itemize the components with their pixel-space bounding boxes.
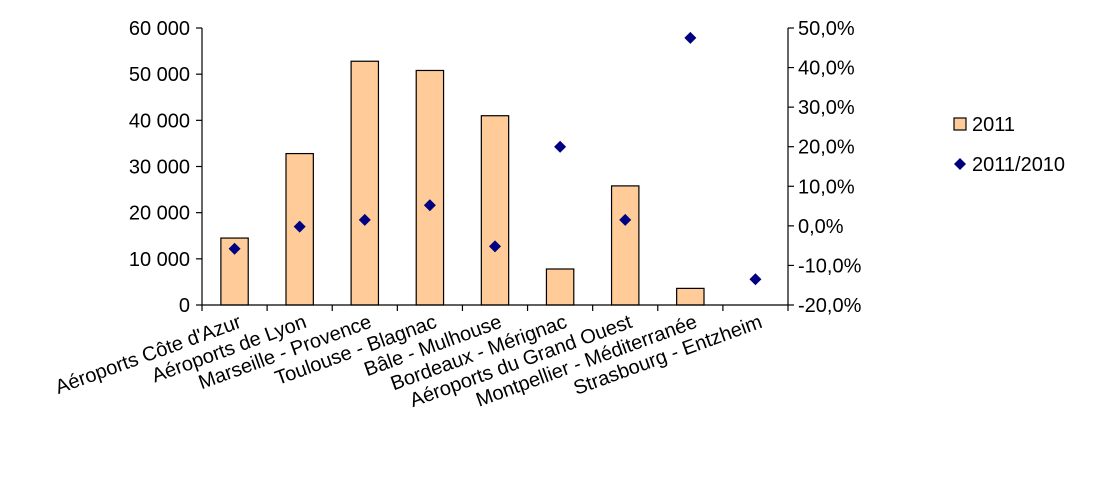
left-tick-label-0: 0 (179, 295, 190, 317)
legend: 2011 2011/2010 (953, 114, 1065, 176)
point-0 (228, 242, 241, 255)
bar-6 (610, 185, 640, 306)
left-tick-label-1: 10 000 (129, 249, 190, 271)
point-4 (489, 240, 501, 253)
bar-7 (676, 287, 705, 306)
legend-marker-2011-2010 (954, 158, 966, 170)
legend-swatch-2011 (953, 117, 967, 131)
right-tick-label-7: 50,0% (798, 18, 855, 40)
right-tick-label-0: -20,0% (798, 295, 862, 317)
bar-3 (415, 69, 445, 306)
right-tick-label-3: 10,0% (798, 176, 855, 198)
point-3 (423, 199, 436, 212)
legend-label-2011: 2011 (972, 114, 1015, 136)
right-tick-label-1: -10,0% (798, 255, 862, 277)
left-tick-label-6: 60 000 (129, 18, 190, 40)
right-tick-label-2: 0,0% (798, 216, 844, 238)
right-tick-label-4: 20,0% (798, 137, 855, 159)
legend-label-2011-2010: 2011/2010 (972, 154, 1065, 176)
left-tick-label-4: 40 000 (129, 110, 190, 132)
bar-2 (350, 60, 380, 306)
point-8 (749, 273, 762, 286)
point-6 (619, 213, 632, 226)
point-1 (293, 220, 306, 233)
scatter-series-2011-2010 (228, 31, 762, 286)
point-7 (684, 31, 697, 44)
point-5 (554, 140, 567, 153)
left-tick-label-2: 20 000 (129, 203, 190, 225)
right-tick-label-5: 30,0% (798, 97, 855, 119)
left-tick-label-3: 30 000 (129, 157, 190, 179)
left-axis-ticks: 0 10 000 20 000 30 000 40 000 50 000 60 000 (129, 18, 202, 317)
right-axis-ticks: -20,0% -10,0% 0,0% 10,0% 20,0% 30,0% 40,0% 50,0… (788, 18, 862, 317)
left-tick-label-5: 50 000 (129, 64, 190, 86)
right-tick-label-6: 40,0% (798, 58, 855, 80)
bar-4 (480, 115, 510, 306)
bar-5 (545, 268, 575, 306)
bar-series-2011 (220, 60, 705, 306)
point-2 (358, 213, 371, 226)
